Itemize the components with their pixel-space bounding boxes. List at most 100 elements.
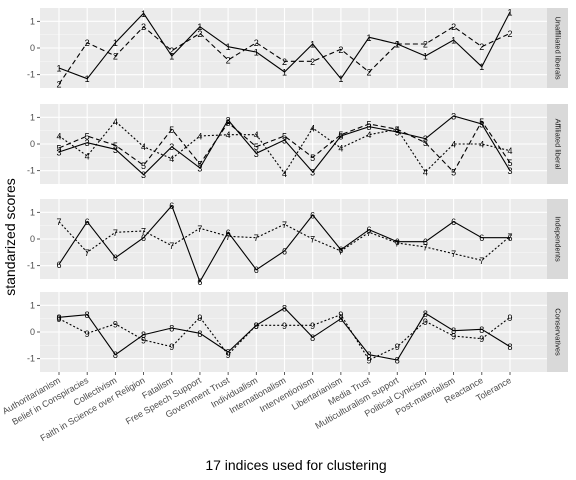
y-tick-label: -1 xyxy=(27,166,35,176)
data-point-marker: 1 xyxy=(56,64,61,74)
facet-strip xyxy=(547,104,568,184)
series-line xyxy=(58,115,511,176)
data-point-marker: 6 xyxy=(254,265,259,275)
data-point-marker: 3 xyxy=(141,170,146,180)
data-point-marker: 2 xyxy=(479,42,484,52)
data-point-marker: 4 xyxy=(226,130,231,140)
data-point-marker: 7 xyxy=(479,256,484,266)
series-line xyxy=(58,25,511,85)
data-point-marker: 4 xyxy=(254,130,259,140)
data-point-marker: 9 xyxy=(367,356,372,366)
data-point-marker: 2 xyxy=(282,57,287,67)
data-point-marker: 6 xyxy=(197,277,202,287)
data-point-marker: 7 xyxy=(451,249,456,259)
data-point-marker: 6 xyxy=(423,237,428,247)
data-point-marker: 5 xyxy=(423,138,428,148)
data-point-marker: 6 xyxy=(451,217,456,227)
data-point-marker: 8 xyxy=(338,314,343,324)
data-point-marker: 1 xyxy=(507,8,512,18)
data-point-marker: 5 xyxy=(395,125,400,135)
data-point-marker: 7 xyxy=(507,232,512,242)
data-point-marker: 3 xyxy=(56,148,61,158)
data-point-marker: 5 xyxy=(507,158,512,168)
data-point-marker: 9 xyxy=(282,321,287,331)
data-point-marker: 3 xyxy=(507,166,512,176)
data-point-marker: 9 xyxy=(226,350,231,360)
data-point-marker: 1 xyxy=(310,40,315,50)
data-point-marker: 4 xyxy=(56,132,61,142)
data-point-marker: 8 xyxy=(113,350,118,360)
data-point-marker: 9 xyxy=(254,321,259,331)
data-point-marker: 5 xyxy=(367,120,372,130)
y-tick-label: 1 xyxy=(30,16,35,26)
data-point-marker: 9 xyxy=(451,332,456,342)
data-point-marker: 8 xyxy=(56,313,61,323)
data-point-marker: 2 xyxy=(254,38,259,48)
data-point-marker: 2 xyxy=(507,29,512,39)
data-point-marker: 7 xyxy=(423,243,428,253)
series-line xyxy=(58,307,511,361)
series-line xyxy=(58,11,511,80)
data-point-marker: 5 xyxy=(169,125,174,135)
data-point-marker: 1 xyxy=(113,38,118,48)
data-point-marker: 8 xyxy=(197,329,202,339)
data-point-marker: 7 xyxy=(85,248,90,258)
data-point-marker: 2 xyxy=(197,29,202,39)
y-tick-label: 0 xyxy=(30,234,35,244)
data-point-marker: 3 xyxy=(282,136,287,146)
data-point-marker: 8 xyxy=(423,309,428,319)
data-point-marker: 5 xyxy=(310,153,315,163)
data-point-marker: 5 xyxy=(141,161,146,171)
data-point-marker: 4 xyxy=(282,169,287,179)
data-point-marker: 4 xyxy=(507,146,512,156)
data-point-marker: 1 xyxy=(226,42,231,52)
facet-strip-label: Independents xyxy=(554,216,563,262)
data-point-marker: 9 xyxy=(85,329,90,339)
data-point-marker: 9 xyxy=(338,310,343,320)
data-point-marker: 9 xyxy=(310,321,315,331)
y-tick-label: -1 xyxy=(27,354,35,364)
data-point-marker: 6 xyxy=(56,260,61,270)
data-point-marker: 7 xyxy=(254,233,259,243)
data-point-marker: 2 xyxy=(395,40,400,50)
data-point-marker: 1 xyxy=(85,74,90,84)
data-point-marker: 6 xyxy=(395,237,400,247)
data-point-marker: 7 xyxy=(338,247,343,257)
data-point-marker: 2 xyxy=(310,57,315,67)
data-point-marker: 4 xyxy=(479,140,484,150)
data-point-marker: 9 xyxy=(395,342,400,352)
data-point-marker: 6 xyxy=(113,253,118,263)
y-tick-label: -1 xyxy=(27,261,35,271)
data-point-marker: 8 xyxy=(367,350,372,360)
data-point-marker: 6 xyxy=(226,228,231,238)
data-point-marker: 5 xyxy=(113,141,118,151)
facet-strip xyxy=(547,199,568,279)
y-tick-label: 0 xyxy=(30,43,35,53)
data-point-marker: 8 xyxy=(226,348,231,358)
data-point-marker: 7 xyxy=(226,232,231,242)
data-point-marker: 3 xyxy=(113,145,118,155)
data-point-marker: 6 xyxy=(507,233,512,243)
series-line xyxy=(58,120,511,175)
data-point-marker: 1 xyxy=(282,68,287,78)
data-point-marker: 9 xyxy=(56,314,61,324)
data-point-marker: 2 xyxy=(451,22,456,32)
data-point-marker: 3 xyxy=(310,168,315,178)
data-point-marker: 5 xyxy=(85,132,90,142)
data-point-marker: 2 xyxy=(113,52,118,62)
data-point-marker: 2 xyxy=(338,45,343,55)
data-point-marker: 8 xyxy=(141,330,146,340)
data-point-marker: 2 xyxy=(85,38,90,48)
panel: -1 0 1 Unaffiliated liberals 1 1 1 1 1 1 1 1 1 1 1 1 1 1 1… xyxy=(27,8,568,90)
y-tick-label: 0 xyxy=(30,327,35,337)
data-point-marker: 7 xyxy=(113,228,118,238)
facet-strip-label: Affiliated liberal xyxy=(554,119,563,170)
data-point-marker: 2 xyxy=(141,22,146,32)
data-point-marker: 6 xyxy=(338,245,343,255)
data-point-marker: 2 xyxy=(56,80,61,90)
data-point-marker: 1 xyxy=(338,74,343,84)
data-point-marker: 9 xyxy=(423,317,428,327)
